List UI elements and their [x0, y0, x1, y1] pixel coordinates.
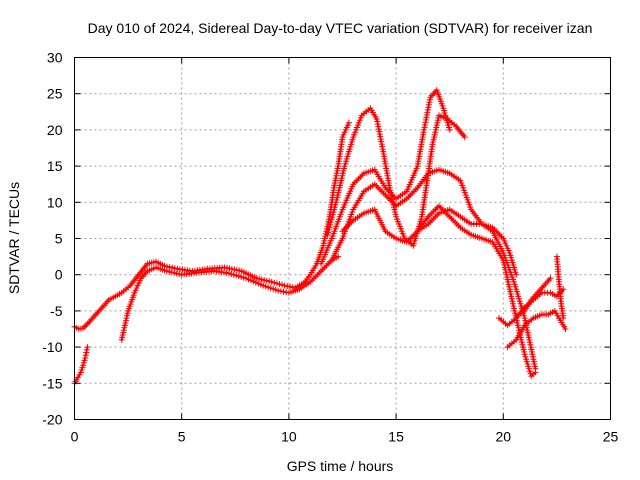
- data-point: [275, 287, 282, 294]
- y-tick-label: 5: [55, 231, 63, 247]
- series-track-l: [553, 253, 567, 322]
- y-tick-label: -10: [42, 339, 62, 355]
- series-track-f: [318, 87, 453, 267]
- data-point: [271, 279, 278, 286]
- series-track-m: [521, 275, 554, 314]
- series-track-b: [71, 344, 91, 387]
- x-tick-label: 20: [496, 429, 512, 445]
- data-point: [280, 288, 287, 295]
- y-tick-label: -15: [42, 375, 62, 391]
- series-track-h: [339, 202, 539, 380]
- data-point: [84, 344, 91, 351]
- x-tick-label: 25: [603, 429, 619, 445]
- y-tick-label: 25: [47, 86, 63, 102]
- data-point: [560, 315, 567, 322]
- y-tick-label: 15: [47, 158, 63, 174]
- chart-title: Day 010 of 2024, Sidereal Day-to-day VTE…: [88, 20, 593, 36]
- series-track-g: [328, 166, 539, 372]
- y-tick-label: -20: [42, 412, 62, 428]
- data-point: [345, 119, 352, 126]
- data-point: [287, 283, 293, 290]
- y-tick-label: 30: [47, 50, 63, 66]
- tick-layer: 0 5 10 15 20 25 -20 -15 -10 -5 0 5 10 15 20 25 30: [42, 50, 618, 445]
- y-tick-label: 0: [55, 267, 63, 283]
- data-point: [268, 278, 275, 285]
- data-point: [279, 281, 285, 288]
- y-tick-label: -5: [50, 303, 63, 319]
- data-point: [273, 280, 280, 287]
- series-layer: [71, 87, 569, 387]
- data-point: [446, 126, 453, 133]
- data-point: [461, 134, 468, 141]
- data-point: [335, 253, 342, 260]
- x-tick-label: 5: [178, 429, 186, 445]
- x-tick-label: 10: [281, 429, 297, 445]
- data-point: [532, 369, 539, 376]
- data-point: [547, 275, 554, 282]
- y-tick-label: 10: [47, 194, 63, 210]
- series-track-k: [504, 307, 569, 351]
- y-tick-label: 20: [47, 122, 63, 138]
- data-point: [171, 265, 178, 272]
- series-track-i: [414, 206, 520, 278]
- data-point: [82, 355, 89, 361]
- data-point: [513, 271, 520, 278]
- y-axis-label: SDTVAR / TECUs: [6, 182, 22, 294]
- series-line: [341, 204, 537, 378]
- data-point: [83, 346, 90, 353]
- data-point: [327, 221, 334, 228]
- series-line: [320, 89, 451, 265]
- series-track-e: [324, 105, 468, 249]
- x-tick-label: 0: [71, 429, 79, 445]
- series-track-a: [71, 258, 310, 332]
- data-point: [562, 326, 569, 332]
- x-tick-label: 15: [388, 429, 404, 445]
- x-axis-label: GPS time / hours: [287, 458, 394, 474]
